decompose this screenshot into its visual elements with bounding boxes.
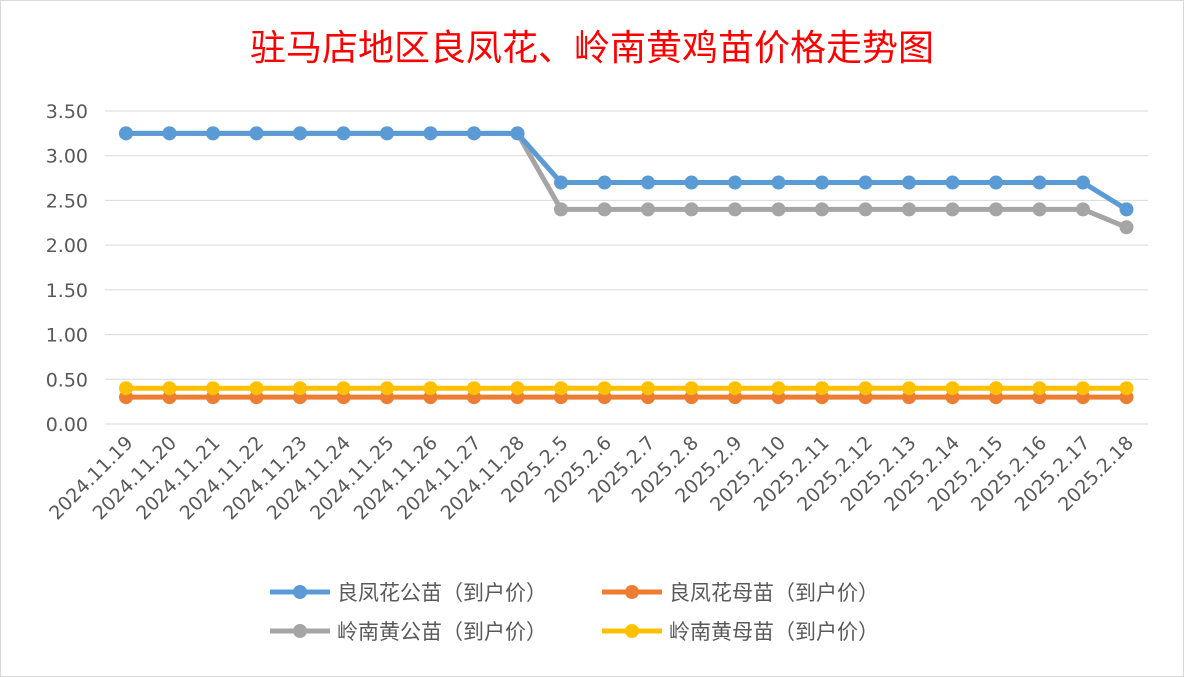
data-point: [162, 126, 177, 141]
data-point: [554, 381, 568, 396]
data-point: [902, 381, 916, 396]
data-point: [380, 126, 394, 141]
data-point: [554, 175, 568, 190]
data-point: [641, 175, 655, 190]
series-0: [119, 126, 1134, 217]
series-line: [126, 130, 1128, 212]
data-point: [336, 381, 351, 396]
data-point: [554, 202, 568, 217]
legend-label: 良凤花母苗（到户价）: [669, 581, 879, 605]
data-point: [815, 202, 829, 217]
data-point: [771, 175, 786, 190]
chart-title: 驻马店地区良凤花、岭南黄鸡苗价格走势图: [250, 28, 934, 69]
data-point: [771, 381, 786, 396]
data-point: [423, 381, 438, 396]
data-point: [684, 175, 699, 190]
data-point: [641, 202, 655, 217]
legend-item: 良凤花公苗（到户价）: [270, 581, 547, 605]
data-point: [728, 202, 742, 217]
data-point: [641, 381, 655, 396]
data-point: [858, 202, 873, 217]
data-point: [945, 175, 960, 190]
data-point: [989, 381, 1003, 396]
y-tick-label: 2.00: [46, 235, 88, 257]
data-point: [1076, 202, 1090, 217]
data-point: [597, 175, 612, 190]
data-point: [1076, 175, 1090, 190]
data-point: [1032, 175, 1047, 190]
y-tick-label: 0.00: [46, 414, 88, 436]
data-point: [293, 381, 307, 396]
legend-swatch-marker: [625, 585, 639, 599]
legend-label: 岭南黄公苗（到户价）: [337, 620, 547, 644]
y-tick-label: 2.50: [46, 190, 88, 212]
data-point: [902, 202, 916, 217]
data-point: [684, 202, 699, 217]
data-point: [1076, 381, 1090, 396]
y-axis-ticks: 0.00 0.50 1.00 1.50 2.00 2.50 3.00 3.50: [46, 101, 88, 436]
data-point: [380, 381, 394, 396]
y-tick-label: 3.50: [46, 101, 88, 123]
data-point: [336, 126, 351, 141]
data-point: [162, 381, 177, 396]
data-point: [510, 381, 525, 396]
data-point: [119, 126, 133, 141]
data-point: [1032, 381, 1047, 396]
data-point: [989, 202, 1003, 217]
data-point: [510, 126, 525, 141]
data-point: [728, 381, 742, 396]
data-point: [728, 175, 742, 190]
series-lines: [119, 126, 1134, 405]
data-point: [1032, 202, 1047, 217]
data-point: [597, 381, 612, 396]
data-point: [249, 381, 264, 396]
data-point: [684, 381, 699, 396]
legend: 良凤花公苗（到户价） 良凤花母苗（到户价） 岭南黄公苗（到户价） 岭南黄母苗（到户价）: [270, 581, 879, 644]
data-point: [902, 175, 916, 190]
data-point: [815, 175, 829, 190]
data-point: [989, 175, 1003, 190]
data-point: [1119, 381, 1134, 396]
data-point: [1119, 220, 1134, 235]
data-point: [467, 126, 481, 141]
y-tick-label: 1.50: [46, 280, 88, 302]
data-point: [119, 381, 133, 396]
legend-swatch-marker: [625, 624, 639, 638]
data-point: [293, 126, 307, 141]
gridlines: [105, 110, 1148, 425]
data-point: [815, 381, 829, 396]
data-point: [945, 202, 960, 217]
y-tick-label: 3.00: [46, 146, 88, 168]
legend-item: 岭南黄公苗（到户价）: [270, 620, 547, 644]
data-point: [1119, 202, 1134, 217]
y-tick-label: 1.00: [46, 325, 88, 347]
y-tick-label: 0.50: [46, 369, 88, 391]
data-point: [423, 126, 438, 141]
series-3: [119, 381, 1134, 396]
legend-item: 岭南黄母苗（到户价）: [602, 620, 879, 644]
legend-label: 良凤花公苗（到户价）: [337, 581, 547, 605]
data-point: [249, 126, 264, 141]
legend-swatch-marker: [293, 585, 307, 599]
data-point: [858, 381, 873, 396]
legend-swatch-marker: [293, 624, 307, 638]
data-point: [771, 202, 786, 217]
data-point: [858, 175, 873, 190]
data-point: [597, 202, 612, 217]
data-point: [206, 126, 220, 141]
legend-label: 岭南黄母苗（到户价）: [669, 620, 879, 644]
data-point: [206, 381, 220, 396]
legend-item: 良凤花母苗（到户价）: [602, 581, 879, 605]
data-point: [945, 381, 960, 396]
data-point: [467, 381, 481, 396]
